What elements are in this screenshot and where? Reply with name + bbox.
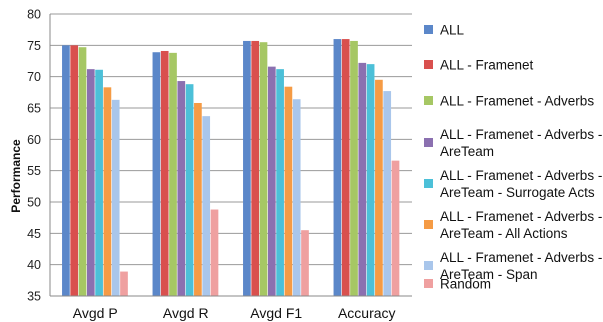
bar — [375, 79, 383, 296]
bar — [185, 84, 194, 296]
bar — [86, 69, 95, 296]
legend-label: ALL - Framenet - Adverbs - — [440, 127, 602, 142]
legend-label: ALL — [440, 23, 465, 38]
x-axis: Avgd P Avgd R Avgd F1 Accuracy — [50, 295, 412, 321]
legend-label: AreTeam — [440, 144, 494, 159]
y-tick-label: 40 — [27, 258, 41, 272]
legend-swatch — [424, 60, 433, 69]
legend-swatch — [424, 138, 433, 147]
bar — [70, 45, 79, 297]
legend-label: ALL - Framenet - Adverbs - — [440, 168, 602, 183]
legend-swatch — [424, 25, 433, 34]
bar — [292, 99, 301, 296]
y-tick-label: 50 — [27, 196, 41, 210]
x-tick-label: Avgd P — [73, 305, 118, 321]
legend-label: ALL - Framenet — [440, 58, 534, 73]
legend-label: Random — [440, 277, 491, 292]
bar — [350, 40, 358, 296]
bar — [341, 39, 350, 297]
y-tick-label: 65 — [27, 102, 41, 116]
bar — [284, 86, 293, 297]
bar — [194, 102, 202, 296]
y-tick-label: 80 — [27, 8, 41, 22]
bar — [152, 52, 161, 296]
y-tick-label: 45 — [27, 227, 41, 241]
bar — [366, 64, 375, 296]
legend-label: ALL - Framenet - Adverbs — [440, 94, 594, 109]
bar — [103, 87, 112, 296]
bar — [111, 99, 120, 296]
legend-swatch — [424, 261, 433, 270]
bar — [259, 42, 268, 297]
y-tick-label: 55 — [27, 164, 41, 178]
bar — [120, 271, 128, 296]
bar — [210, 209, 219, 296]
bar — [267, 66, 276, 296]
y-tick-label: 60 — [27, 133, 41, 147]
bar — [358, 62, 367, 296]
legend: ALL ALL - Framenet ALL - Framenet - Adverb… — [424, 23, 602, 292]
y-tick-label: 75 — [27, 39, 41, 53]
x-tick-label: Accuracy — [338, 305, 396, 321]
y-axis-label: Performance — [9, 139, 23, 213]
y-tick-label: 35 — [27, 290, 41, 304]
bar — [169, 52, 177, 296]
bar — [243, 40, 251, 296]
legend-label: AreTeam - Span — [440, 267, 538, 282]
legend-label: ALL - Framenet - Adverbs - — [440, 209, 602, 224]
bar — [251, 40, 260, 296]
legend-swatch — [424, 279, 433, 288]
bar — [78, 47, 87, 296]
legend-label: ALL - Framenet - Adverbs - — [440, 250, 602, 265]
x-tick-label: Avgd R — [163, 305, 209, 321]
bar — [391, 160, 400, 296]
bar — [95, 69, 103, 296]
bars — [62, 39, 400, 297]
bar — [276, 69, 284, 296]
bar — [160, 50, 169, 297]
legend-label: AreTeam - All Actions — [440, 226, 568, 241]
legend-swatch — [424, 96, 433, 105]
y-axis: 35 40 45 50 55 60 65 70 75 80 — [27, 8, 51, 304]
legend-swatch — [424, 220, 433, 229]
bar — [333, 39, 342, 297]
bar — [301, 230, 309, 296]
bar — [383, 91, 392, 296]
bar — [202, 116, 211, 296]
bar — [177, 81, 186, 296]
x-tick-label: Avgd F1 — [250, 305, 302, 321]
legend-label: AreTeam - Surrogate Acts — [440, 185, 595, 200]
y-tick-label: 70 — [27, 70, 41, 84]
bar — [62, 45, 70, 297]
legend-swatch — [424, 179, 433, 188]
